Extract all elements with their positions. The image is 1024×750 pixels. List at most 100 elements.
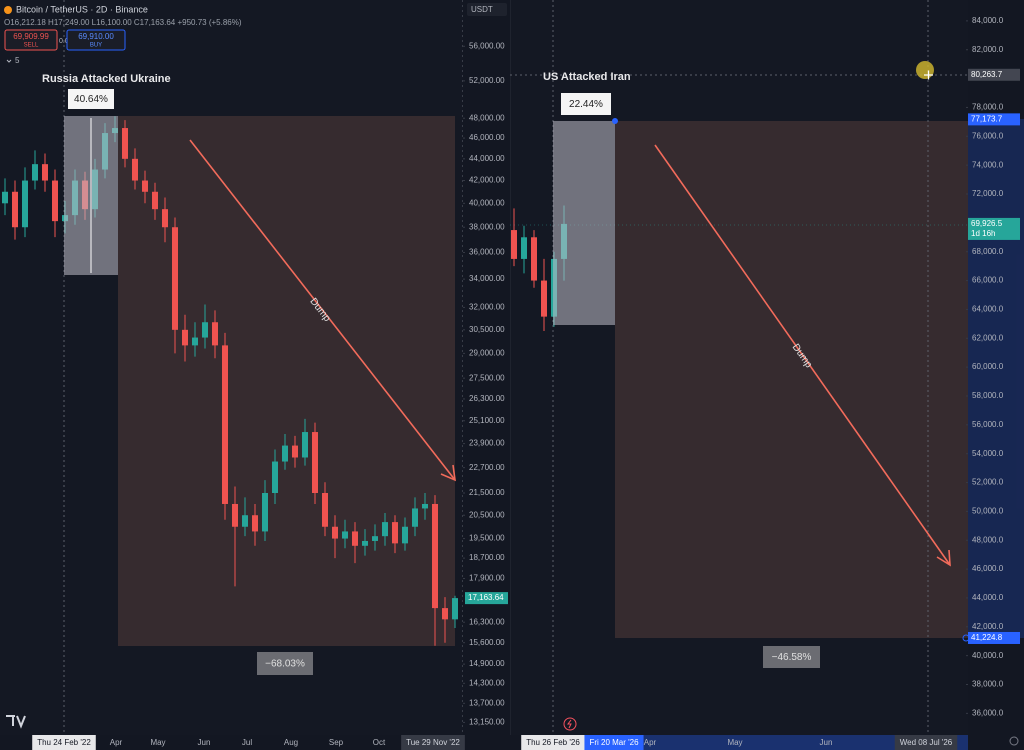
- y-tick-label: 29,000.00: [469, 348, 505, 357]
- y-tick-label: 82,000.0: [972, 45, 1004, 54]
- change-down: −68.03%: [265, 659, 305, 670]
- chevron[interactable]: [6, 59, 12, 63]
- y-tick-label: 21,500.00: [469, 488, 505, 497]
- label-box: [257, 652, 313, 675]
- candle-body: [32, 164, 38, 181]
- x-label-box: [32, 735, 96, 750]
- change-down: −46.58%: [772, 652, 812, 663]
- y-tick-label: 48,000.0: [972, 535, 1004, 544]
- ohlc: O16,212.18 H17,249.00 L16,100.00 C17,163…: [4, 18, 242, 27]
- y-tick-label: 14,900.00: [469, 659, 505, 668]
- candle-body: [52, 180, 58, 222]
- range-box: [615, 121, 968, 638]
- y-tick-label: 66,000.0: [972, 276, 1004, 285]
- x-label-box: [894, 735, 958, 750]
- label-box: [763, 646, 820, 668]
- range-box: [118, 116, 455, 646]
- candle-body: [332, 526, 338, 539]
- y-tick-label: 17,900.00: [469, 574, 505, 583]
- candle-body: [192, 337, 198, 346]
- x-label-box: [401, 735, 465, 750]
- x-tick-label: Tue 29 Nov '22: [406, 738, 460, 747]
- change-up: 40.64%: [74, 94, 108, 105]
- y-tick-label: 38,000.0: [972, 680, 1004, 689]
- x-tick-label: Jun: [198, 738, 211, 747]
- candle-body: [531, 237, 537, 281]
- candle-body: [452, 598, 458, 620]
- sell-button[interactable]: [4, 29, 58, 51]
- y-tick-label: 23,900.00: [469, 439, 505, 448]
- arrow: [189, 139, 456, 482]
- y-tick-label: 25,100.00: [469, 416, 505, 425]
- y-tick-label: 76,000.0: [972, 131, 1004, 140]
- buy-label: BUY: [90, 43, 102, 49]
- candle-body: [2, 191, 8, 204]
- candle-body: [292, 445, 298, 458]
- alert-bolt: [567, 719, 572, 729]
- x-tick-label: Jul: [242, 738, 252, 747]
- y-tick-label: 14,300.00: [469, 678, 505, 687]
- y-tick-label: 13,150.00: [469, 718, 505, 727]
- candle-body: [212, 322, 218, 346]
- cursor-highlight: [916, 61, 934, 79]
- y-tick-label: 27,500.00: [469, 373, 505, 382]
- candle-body: [252, 515, 258, 532]
- x-tick-label: Thu 24 Feb '22: [37, 738, 91, 747]
- y-tick-label: 16,300.00: [469, 617, 505, 626]
- price-tag: [968, 68, 1020, 81]
- candle-body: [242, 515, 248, 527]
- y-tick-label: 38,000.00: [469, 222, 505, 231]
- price-axis: [463, 0, 510, 735]
- candle-body: [152, 191, 158, 210]
- candle-body: [432, 503, 438, 609]
- spread: 0.01: [59, 38, 73, 45]
- time-axis: [0, 735, 1024, 750]
- y-tick-label: 74,000.0: [972, 160, 1004, 169]
- candle-body: [42, 164, 48, 181]
- candle-body: [162, 209, 168, 228]
- candle-body: [412, 508, 418, 527]
- candle-body: [392, 522, 398, 544]
- price-tag-label: 80,263.7: [971, 70, 1003, 79]
- y-tick-label: 30,500.00: [469, 325, 505, 334]
- buy-button[interactable]: [66, 29, 126, 51]
- x-label-box: [521, 735, 585, 750]
- y-tick-label: 42,000.0: [972, 622, 1004, 631]
- price-tag: [968, 113, 1020, 126]
- y-tick-label: 78,000.0: [972, 103, 1004, 112]
- label-box: [561, 93, 611, 115]
- y-tick-label: 64,000.0: [972, 305, 1004, 314]
- y-tick-label: 36,000.0: [972, 708, 1004, 717]
- x-label-box: [584, 735, 644, 750]
- candle-body: [22, 180, 28, 228]
- x-tick-label: May: [727, 738, 742, 747]
- candle-body: [342, 531, 348, 539]
- x-tick-label: Aug: [284, 738, 298, 747]
- annotation: US Attacked Iran: [543, 71, 631, 83]
- candle-body: [142, 180, 148, 192]
- y-tick-label: 84,000.0: [972, 16, 1004, 25]
- candle-body: [422, 503, 428, 509]
- y-tick-label: 26,300.00: [469, 394, 505, 403]
- x-tick-label: Jun: [820, 738, 833, 747]
- y-tick-label: 56,000.0: [972, 420, 1004, 429]
- x-tick-label: Sep: [329, 738, 344, 747]
- price-tag-sub: 1d 16h: [971, 229, 995, 238]
- candle-body: [352, 531, 358, 546]
- currency-select[interactable]: [467, 3, 507, 16]
- price-tag: [465, 592, 508, 605]
- buy-price: 69,910.00: [78, 32, 114, 41]
- y-tick-label: 46,000.00: [469, 133, 505, 142]
- x-tick-label: Apr: [644, 738, 657, 747]
- annotation: Russia Attacked Ukraine: [42, 73, 171, 85]
- candle-body: [541, 280, 547, 317]
- symbol: Bitcoin / TetherUS · 2D · Binance: [16, 4, 148, 14]
- sell-price: 69,909.99: [13, 32, 49, 41]
- settings-button[interactable]: [1009, 736, 1019, 746]
- logo: [6, 715, 26, 729]
- candle-body: [132, 158, 138, 181]
- cursor: [924, 70, 933, 80]
- y-tick-label: 44,000.0: [972, 593, 1004, 602]
- x-tick-label: Wed 08 Jul '26: [900, 738, 953, 747]
